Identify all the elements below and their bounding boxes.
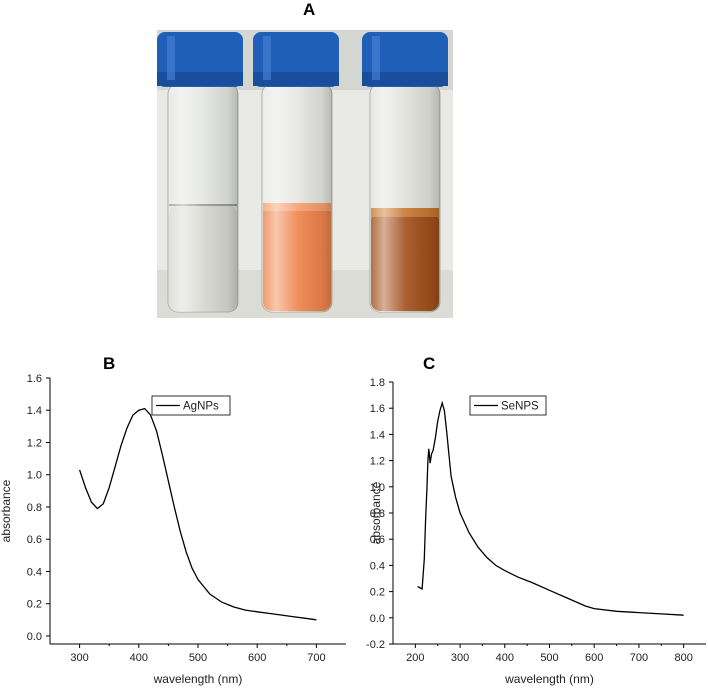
chart-b-legend-label: AgNPs [183, 401, 219, 413]
chart-b-y-tick-label: 1.6 [27, 373, 42, 385]
panel-b-label: B [103, 354, 116, 373]
chart-c-legend-box [469, 395, 547, 416]
chart-c-y-tick-label: 0.0 [370, 613, 385, 625]
chart-c-y-tick-label: 1.2 [370, 456, 385, 468]
chart-c-x-tick-label: 700 [630, 652, 648, 664]
chart-b-y-tick-label: 0.0 [27, 631, 42, 643]
vial-silver [362, 32, 448, 313]
chart-c-y-tick-label: 0.6 [370, 534, 385, 546]
chart-b-y-tick-label: 1.0 [27, 470, 42, 482]
chart-c-y-tick-label: 1.6 [370, 403, 385, 415]
chart-b-x-tick-label: 400 [130, 652, 148, 664]
panel-a-label: A [303, 0, 316, 19]
chart-b-legend-box [151, 395, 231, 416]
panel-c-label: C [423, 354, 436, 373]
chart-c-series-line [417, 400, 684, 616]
chart-c-y-tick-label: -0.2 [366, 639, 385, 651]
chart-c-y-tick-label: 1.8 [370, 377, 385, 389]
vials-photo [157, 30, 453, 318]
chart-b-x-axis-label: wavelength (nm) [153, 672, 243, 686]
chart-c-x-tick-label: 400 [496, 652, 514, 664]
vial-control [157, 32, 243, 313]
chart-c-x-tick-label: 300 [451, 652, 469, 664]
chart-b-x-tick-label: 500 [189, 652, 207, 664]
chart-c-y-tick-label: 0.4 [370, 560, 385, 572]
chart-c-legend-label: SeNPS [501, 401, 539, 413]
chart-b-y-tick-label: 0.6 [27, 534, 42, 546]
chart-c-x-tick-label: 800 [674, 652, 692, 664]
chart-c-y-tick-label: 1.4 [370, 429, 385, 441]
chart-b-x-tick-label: 700 [307, 652, 325, 664]
chart-c-y-tick-label: 0.8 [370, 508, 385, 520]
chart-c-x-tick-label: 200 [406, 652, 424, 664]
chart-b-y-tick-label: 0.2 [27, 599, 42, 611]
chart-b-x-tick-label: 300 [70, 652, 88, 664]
chart-b-y-tick-label: 1.2 [27, 437, 42, 449]
chart-b-y-tick-label: 0.4 [27, 566, 42, 578]
chart-c-x-tick-label: 500 [540, 652, 558, 664]
chart-c-x-axis-label: wavelength (nm) [504, 672, 594, 686]
chart-c-y-tick-label: 0.2 [370, 587, 385, 599]
chart-c-x-tick-label: 600 [585, 652, 603, 664]
chart-b-series-line [78, 407, 317, 621]
vial-selenium [253, 32, 339, 313]
chart-b-y-tick-label: 1.4 [27, 405, 42, 417]
chart-b-x-tick-label: 600 [248, 652, 266, 664]
chart-c-y-axis-label: absorbance [369, 481, 383, 544]
chart-b-y-tick-label: 0.8 [27, 502, 42, 514]
chart-c-y-tick-label: 1.0 [370, 482, 385, 494]
chart-b-y-axis-label: absorbance [0, 479, 13, 542]
